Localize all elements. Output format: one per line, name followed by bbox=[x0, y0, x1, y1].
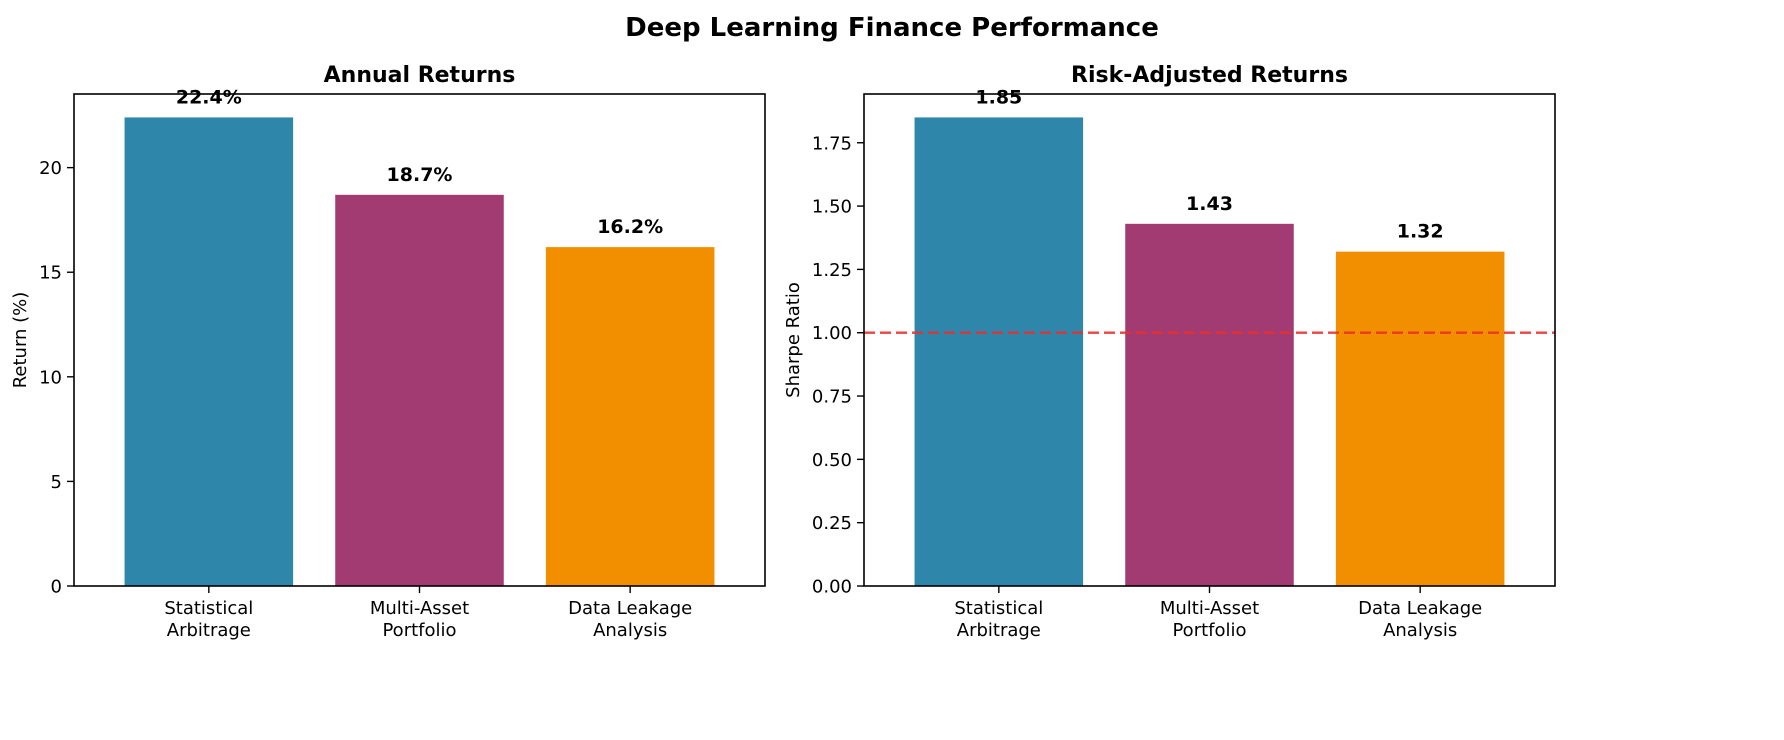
risk-adjusted-returns-chart: Risk-Adjusted Returns 1.85 1.43 1.32 0.00 0.2… bbox=[783, 63, 1556, 641]
chart1-bar-multi-asset-portfolio bbox=[335, 194, 504, 586]
chart1-data-label: 22.4% bbox=[176, 86, 242, 108]
chart2-data-label: 1.85 bbox=[975, 86, 1022, 108]
chart1-x-tick-label: Data Leakage Analysis bbox=[568, 598, 692, 641]
chart1-data-label: 18.7% bbox=[387, 164, 453, 186]
chart1-y-tick-label: 0 bbox=[51, 577, 62, 598]
chart1-x-tick-label: Statistical Arbitrage bbox=[164, 598, 253, 641]
chart2-y-tick-label: 1.00 bbox=[812, 323, 852, 344]
chart1-data-label: 16.2% bbox=[597, 216, 663, 238]
chart2-bar-multi-asset-portfolio bbox=[1125, 223, 1294, 586]
chart1-bar-statistical-arbitrage bbox=[124, 117, 294, 586]
chart1-title: Annual Returns bbox=[324, 63, 516, 88]
chart2-y-tick-label: 1.25 bbox=[812, 260, 852, 281]
chart1-x-tick-label: Multi-Asset Portfolio bbox=[370, 598, 469, 641]
chart2-y-tick-label: 1.75 bbox=[812, 133, 852, 154]
chart2-y-tick-label: 0.50 bbox=[812, 450, 852, 471]
chart2-y-tick-label: 1.50 bbox=[812, 197, 852, 218]
figure-title: Deep Learning Finance Performance bbox=[625, 13, 1159, 43]
chart2-y-tick-label: 0.75 bbox=[812, 387, 852, 408]
chart2-data-label: 1.43 bbox=[1186, 193, 1233, 215]
chart1-y-axis-label: Return (%) bbox=[10, 292, 31, 389]
chart1-y-tick-label: 10 bbox=[39, 367, 62, 388]
chart2-bar-statistical-arbitrage bbox=[914, 117, 1084, 586]
chart2-x-tick-label: Statistical Arbitrage bbox=[954, 598, 1043, 641]
chart2-y-axis-label: Sharpe Ratio bbox=[783, 282, 804, 398]
chart2-title: Risk-Adjusted Returns bbox=[1071, 63, 1348, 88]
chart2-x-tick-label: Multi-Asset Portfolio bbox=[1160, 598, 1259, 641]
annual-returns-chart: Annual Returns 22.4% 18.7% 16.2% 0 5 10 15 20 Sta… bbox=[10, 63, 766, 641]
chart2-data-label: 1.32 bbox=[1397, 221, 1444, 243]
chart1-y-tick-label: 15 bbox=[39, 263, 62, 284]
chart2-bar-data-leakage-analysis bbox=[1335, 251, 1505, 586]
chart1-y-tick-label: 20 bbox=[39, 158, 62, 179]
chart1-y-tick-label: 5 bbox=[51, 472, 62, 493]
chart2-y-tick-label: 0.00 bbox=[812, 577, 852, 598]
chart1-bar-data-leakage-analysis bbox=[545, 247, 715, 587]
chart2-x-tick-label: Data Leakage Analysis bbox=[1358, 598, 1482, 641]
chart2-y-tick-label: 0.25 bbox=[812, 513, 852, 534]
